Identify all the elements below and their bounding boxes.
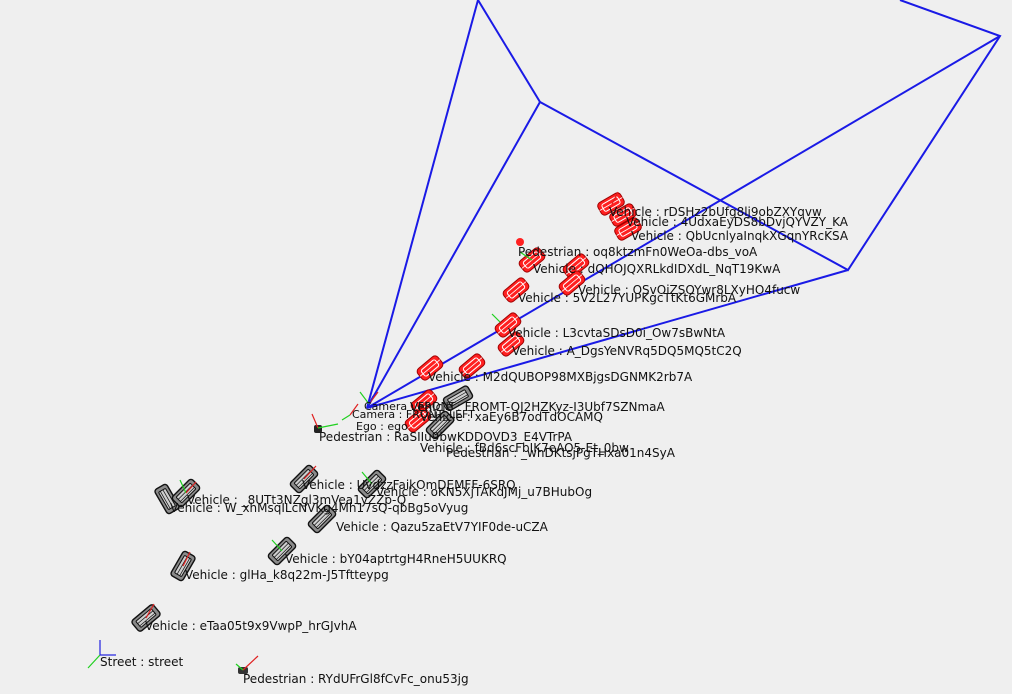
- label-vehicle[interactable]: Vehicle : bY04aptrtgH4RneH5UUKRQ: [285, 552, 507, 566]
- object-labels: Vehicle : rDSHz2bUfg8lj9obZXYqvw Vehicle…: [100, 205, 849, 686]
- axis-gizmos: [87, 191, 619, 671]
- label-street[interactable]: Street : street: [100, 655, 184, 669]
- label-vehicle[interactable]: Vehicle : xaEy6B7odTdOCAMQ: [420, 410, 603, 424]
- label-pedestrian[interactable]: Pedestrian : _whDKtsjPgTHxa01n4SyA: [446, 446, 676, 460]
- label-vehicle[interactable]: Vehicle : UvdzzFaikOmDEMFF-6SRQ: [302, 478, 516, 492]
- label-pedestrian[interactable]: Pedestrian : RYdUFrGl8fCvFc_onu53jg: [243, 672, 469, 686]
- label-pedestrian[interactable]: Pedestrian : RaSIIu9bwKDDOVD3_E4VTrPA: [319, 430, 573, 444]
- label-vehicle[interactable]: Vehicle : A_DgsYeNVRq5DQ5MQ5tC2Q: [512, 344, 742, 358]
- label-vehicle[interactable]: Vehicle : M2dQUBOP98MXBjgsDGNMK2rb7A: [428, 370, 693, 384]
- label-vehicle[interactable]: Vehicle : 5V2L27YUPKgcTtKt6GMrbA: [518, 291, 737, 305]
- label-vehicle[interactable]: Vehicle : fBd6scFbIK7eAO5-Et_0bw: [420, 441, 629, 455]
- label-vehicle[interactable]: Vehicle : L3cvtaSDsD0i_Ow7sBwNtA: [508, 326, 726, 340]
- label-vehicle[interactable]: Vehicle : rDSHz2bUfg8lj9obZXYqvw: [609, 205, 822, 219]
- label-vehicle[interactable]: Vehicle : glHa_k8q22m-J5Tftteypg: [185, 568, 389, 582]
- label-vehicle[interactable]: Vehicle : W_xhMsqILcNVKg4Mh17sQ-qbBg5oVy…: [170, 501, 468, 515]
- label-vehicle[interactable]: Vehicle : oKN5XjTAKdJMj_u7BHubOg: [376, 485, 592, 499]
- label-pedestrian[interactable]: Pedestrian : oq8ktzmFn0WeOa-dbs_voA: [518, 245, 758, 259]
- label-vehicle[interactable]: Vehicle : QbUcnlyaInqkXGqnYRcKSA: [631, 229, 849, 243]
- label-camera[interactable]: Camera : FRONT_LEFT: [352, 408, 475, 421]
- label-ego[interactable]: Ego : ego: [356, 420, 408, 433]
- label-camera[interactable]: Camera : FRONT: [364, 400, 456, 413]
- label-vehicle[interactable]: Vehicle : Qazu5zaEtV7YIF0de-uCZA: [336, 520, 549, 534]
- camera-frustum: [366, 0, 1002, 409]
- label-vehicle[interactable]: Vehicle : FROMT-QJ2HZKyz-I3Ubf7SZNmaA: [410, 400, 666, 414]
- label-vehicle[interactable]: Vehicle : 4UdxaEyDS8bDvjQYVZY_KA: [626, 215, 849, 229]
- label-vehicle[interactable]: Vehicle : OSvOiZSOYwr8LXyHO4fucw: [578, 283, 800, 297]
- label-vehicle[interactable]: Vehicle : dQHOJQXRLkdIDXdL_NqT19KwA: [533, 262, 781, 276]
- label-vehicle[interactable]: Vehicle : eTaa05t9x9VwpP_hrGJvhA: [145, 619, 357, 633]
- near-vehicle-markers: [403, 190, 644, 435]
- label-vehicle[interactable]: Vehicle : _8UTt3NZgl3mVea1yZZp-Q: [187, 493, 406, 507]
